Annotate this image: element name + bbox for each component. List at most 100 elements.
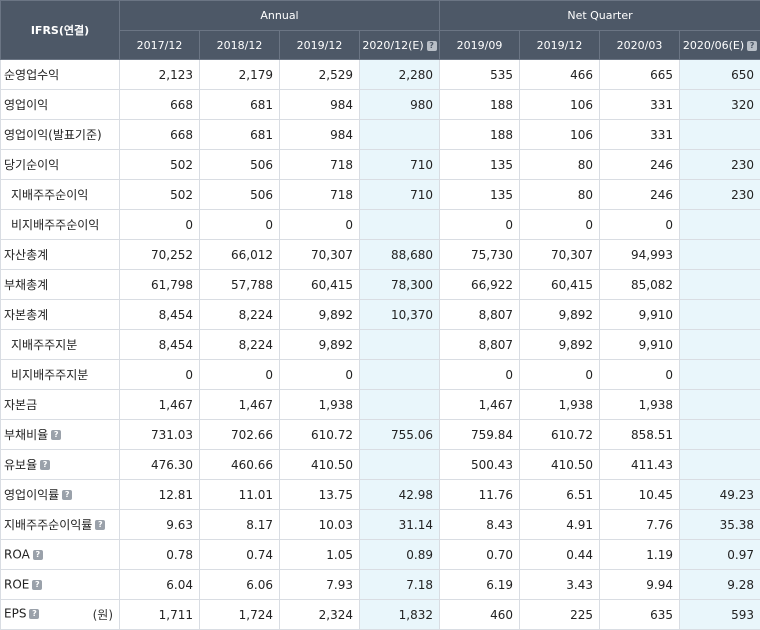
period-label: 2019/12 (297, 39, 343, 52)
row-label-cell: EPS?(원) (1, 600, 120, 630)
value-cell: 984 (280, 120, 360, 150)
value-cell: 0 (520, 360, 600, 390)
help-icon[interactable]: ? (40, 460, 50, 470)
value-cell: 1.05 (280, 540, 360, 570)
value-cell (360, 210, 440, 240)
row-label-cell: 부채총계 (1, 270, 120, 300)
help-icon[interactable]: ? (29, 609, 39, 619)
row-label: 당기순이익 (4, 158, 59, 172)
value-cell: 60,415 (520, 270, 600, 300)
row-label-cell: 자산총계 (1, 240, 120, 270)
value-cell: 13.75 (280, 480, 360, 510)
value-cell: 0 (280, 210, 360, 240)
period-label: 2019/12 (537, 39, 583, 52)
value-cell: 2,529 (280, 60, 360, 90)
help-icon[interactable]: ? (51, 430, 61, 440)
value-cell: 7.18 (360, 570, 440, 600)
value-cell: 106 (520, 120, 600, 150)
value-cell: 858.51 (600, 420, 680, 450)
value-cell: 610.72 (520, 420, 600, 450)
help-icon[interactable]: ? (427, 41, 437, 51)
value-cell: 12.81 (120, 480, 200, 510)
value-cell: 9.94 (600, 570, 680, 600)
value-cell: 1,467 (440, 390, 520, 420)
row-label-cell: 지배주주지분 (1, 330, 120, 360)
value-cell (680, 450, 760, 480)
value-cell: 106 (520, 90, 600, 120)
value-cell: 31.14 (360, 510, 440, 540)
period-header: 2020/12(E)? (360, 31, 440, 60)
value-cell: 57,788 (200, 270, 280, 300)
value-cell (360, 330, 440, 360)
value-cell: 225 (520, 600, 600, 630)
value-cell: 635 (600, 600, 680, 630)
row-label: EPS (4, 607, 26, 621)
value-cell: 7.76 (600, 510, 680, 540)
row-label-cell: 영업이익(발표기준) (1, 120, 120, 150)
value-cell: 246 (600, 180, 680, 210)
help-icon[interactable]: ? (95, 520, 105, 530)
row-label: 순영업수익 (4, 68, 59, 82)
value-cell: 6.04 (120, 570, 200, 600)
value-cell: 466 (520, 60, 600, 90)
value-cell: 7.93 (280, 570, 360, 600)
value-cell: 2,123 (120, 60, 200, 90)
row-label: 지배주주순이익 (11, 188, 88, 202)
value-cell (680, 390, 760, 420)
help-icon[interactable]: ? (32, 580, 42, 590)
value-cell (680, 330, 760, 360)
value-cell: 411.43 (600, 450, 680, 480)
value-cell: 230 (680, 150, 760, 180)
value-cell: 0.78 (120, 540, 200, 570)
value-cell: 60,415 (280, 270, 360, 300)
value-cell: 0.44 (520, 540, 600, 570)
row-label-cell: 비지배주주지분 (1, 360, 120, 390)
value-cell: 331 (600, 90, 680, 120)
value-cell: 230 (680, 180, 760, 210)
value-cell: 0 (120, 360, 200, 390)
row-label-cell: 자본금 (1, 390, 120, 420)
value-cell: 42.98 (360, 480, 440, 510)
value-cell: 8,224 (200, 300, 280, 330)
value-cell: 135 (440, 180, 520, 210)
value-cell: 476.30 (120, 450, 200, 480)
value-cell (680, 240, 760, 270)
value-cell: 246 (600, 150, 680, 180)
value-cell (680, 270, 760, 300)
value-cell: 0 (200, 210, 280, 240)
help-icon[interactable]: ? (33, 550, 43, 560)
value-cell: 6.06 (200, 570, 280, 600)
period-header: 2017/12 (120, 31, 200, 60)
value-cell: 0.97 (680, 540, 760, 570)
row-label: ROA (4, 548, 30, 562)
value-cell (680, 420, 760, 450)
value-cell (360, 450, 440, 480)
row-label-cell: 순영업수익 (1, 60, 120, 90)
value-cell: 8,454 (120, 300, 200, 330)
help-icon[interactable]: ? (62, 490, 72, 500)
period-label: 2017/12 (137, 39, 183, 52)
value-cell: 9,892 (520, 330, 600, 360)
value-cell: 681 (200, 120, 280, 150)
value-cell: 8,807 (440, 300, 520, 330)
value-cell: 460 (440, 600, 520, 630)
value-cell: 70,252 (120, 240, 200, 270)
value-cell: 759.84 (440, 420, 520, 450)
value-cell: 10.45 (600, 480, 680, 510)
value-cell (360, 360, 440, 390)
row-label-cell: 자본총계 (1, 300, 120, 330)
period-label: 2020/03 (617, 39, 663, 52)
row-label: 지배주주지분 (11, 338, 77, 352)
value-cell: 2,280 (360, 60, 440, 90)
value-cell: 135 (440, 150, 520, 180)
value-cell: 8,454 (120, 330, 200, 360)
value-cell: 702.66 (200, 420, 280, 450)
value-cell: 88,680 (360, 240, 440, 270)
value-cell: 0 (600, 360, 680, 390)
help-icon[interactable]: ? (747, 41, 757, 51)
